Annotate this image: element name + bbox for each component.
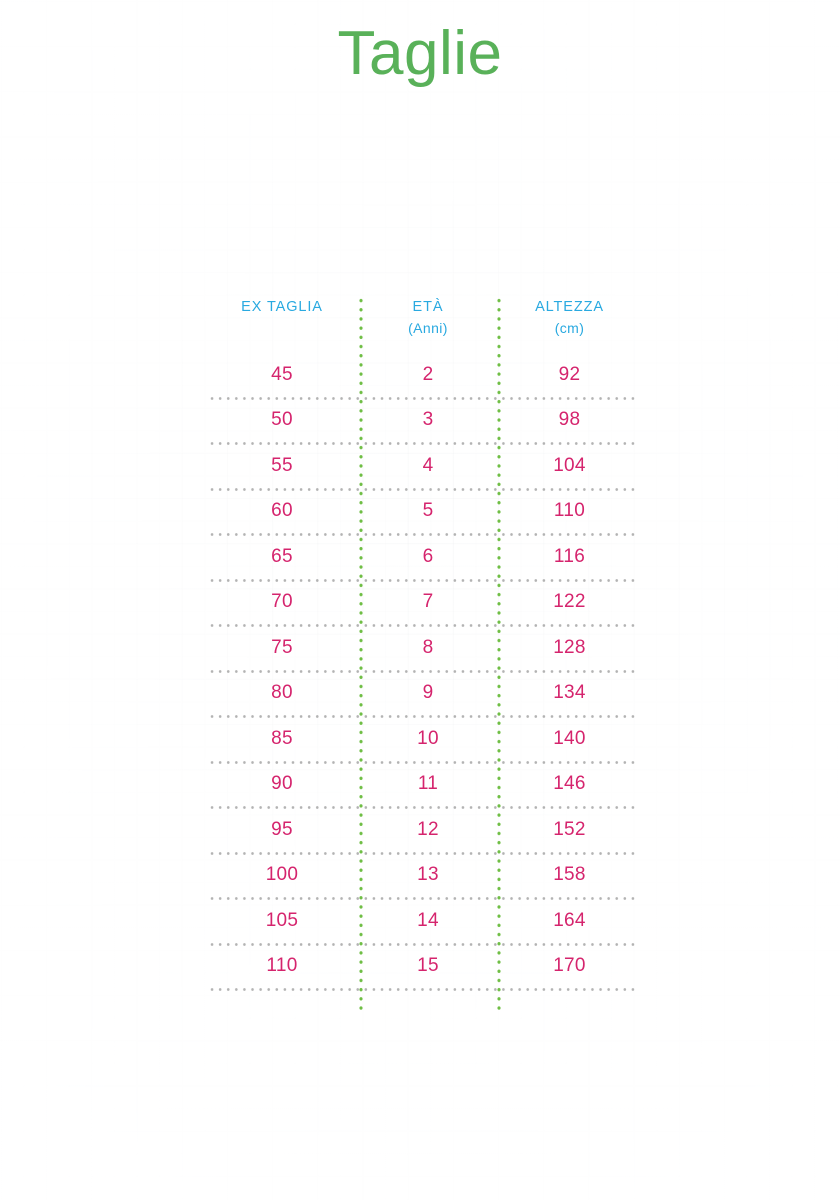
cell-ex-taglia: 110 xyxy=(266,955,298,977)
table-header-row: EX TAGLIA ETÀ (Anni) ALTEZZA (cm) xyxy=(205,288,642,350)
cell-altezza: 140 xyxy=(553,727,586,749)
table-row: 55 4 104 xyxy=(205,443,642,489)
row-separator xyxy=(208,578,639,582)
table-row: 100 13 158 xyxy=(205,853,642,899)
cell-eta: 4 xyxy=(422,454,434,476)
row-separator xyxy=(208,988,639,991)
table-row: 75 8 128 xyxy=(205,625,642,671)
row-separator xyxy=(208,442,639,445)
row-separator xyxy=(208,624,639,627)
table-row: 50 3 98 xyxy=(205,398,642,444)
cell-eta: 7 xyxy=(422,591,434,613)
cell-ex-taglia: 90 xyxy=(271,773,293,795)
table-row: 65 6 116 xyxy=(205,534,642,580)
cell-eta: 2 xyxy=(422,363,434,385)
row-separator xyxy=(208,533,639,536)
cell-eta: 13 xyxy=(417,864,439,886)
size-table: EX TAGLIA ETÀ (Anni) ALTEZZA (cm) 45 2 92 5… xyxy=(205,288,642,1018)
table-row: 110 15 170 xyxy=(205,944,642,990)
cell-eta: 5 xyxy=(422,500,434,522)
cell-altezza: 110 xyxy=(553,500,586,522)
column-header-ex-taglia: EX TAGLIA xyxy=(205,288,359,350)
row-separator xyxy=(208,487,639,491)
cell-ex-taglia: 70 xyxy=(271,591,293,613)
cell-ex-taglia: 50 xyxy=(271,409,293,431)
column-header-altezza-label: ALTEZZA xyxy=(535,299,604,315)
cell-eta: 6 xyxy=(422,545,434,567)
cell-ex-taglia: 60 xyxy=(271,500,293,522)
cell-eta: 12 xyxy=(417,818,439,840)
column-header-eta: ETÀ (Anni) xyxy=(359,288,497,350)
cell-altezza: 146 xyxy=(553,773,586,795)
cell-ex-taglia: 95 xyxy=(271,818,293,840)
table-row: 60 5 110 xyxy=(205,489,642,535)
column-header-altezza: ALTEZZA (cm) xyxy=(497,288,642,350)
row-separator xyxy=(208,396,639,400)
cell-ex-taglia: 80 xyxy=(271,682,293,704)
cell-eta: 11 xyxy=(417,773,439,795)
cell-altezza: 122 xyxy=(553,591,586,613)
cell-eta: 15 xyxy=(417,955,439,977)
row-separator xyxy=(208,715,639,718)
cell-altezza: 128 xyxy=(553,636,586,658)
row-separator xyxy=(208,942,639,946)
cell-ex-taglia: 75 xyxy=(271,636,293,658)
cell-altezza: 98 xyxy=(558,409,581,431)
table-row: 90 11 146 xyxy=(205,762,642,808)
row-separator xyxy=(208,897,639,900)
table-row: 95 12 152 xyxy=(205,807,642,853)
column-header-eta-label: ETÀ xyxy=(412,299,444,315)
column-header-altezza-unit: (cm) xyxy=(554,320,585,336)
column-header-eta-unit: (Anni) xyxy=(408,320,448,336)
cell-altezza: 116 xyxy=(553,545,586,567)
cell-altezza: 152 xyxy=(553,818,586,840)
cell-altezza: 104 xyxy=(553,454,586,476)
cell-ex-taglia: 100 xyxy=(265,864,299,886)
cell-ex-taglia: 55 xyxy=(271,454,293,476)
cell-eta: 8 xyxy=(422,636,434,658)
cell-eta: 14 xyxy=(417,909,439,931)
cell-altezza: 158 xyxy=(553,864,586,886)
page-title: Taglie xyxy=(337,19,503,88)
cell-ex-taglia: 45 xyxy=(271,363,293,385)
table-row: 80 9 134 xyxy=(205,671,642,717)
row-separator xyxy=(208,760,639,764)
row-separator xyxy=(208,806,639,809)
table-row: 105 14 164 xyxy=(205,898,642,944)
table-row: 45 2 92 xyxy=(205,352,642,398)
cell-eta: 3 xyxy=(422,409,434,431)
cell-eta: 9 xyxy=(422,682,434,704)
cell-ex-taglia: 85 xyxy=(271,727,293,749)
row-separator xyxy=(208,669,639,673)
cell-altezza: 170 xyxy=(553,955,586,977)
cell-altezza: 134 xyxy=(553,682,586,704)
column-divider-1 xyxy=(359,296,363,1014)
table-row: 70 7 122 xyxy=(205,580,642,626)
cell-ex-taglia: 105 xyxy=(265,909,299,931)
row-separator xyxy=(208,851,639,855)
cell-altezza: 164 xyxy=(553,909,586,931)
cell-ex-taglia: 65 xyxy=(271,545,293,567)
column-header-ex-taglia-label: EX TAGLIA xyxy=(241,299,323,315)
table-row: 85 10 140 xyxy=(205,716,642,762)
column-divider-2 xyxy=(497,296,501,1014)
cell-altezza: 92 xyxy=(558,363,581,385)
cell-eta: 10 xyxy=(417,727,439,749)
